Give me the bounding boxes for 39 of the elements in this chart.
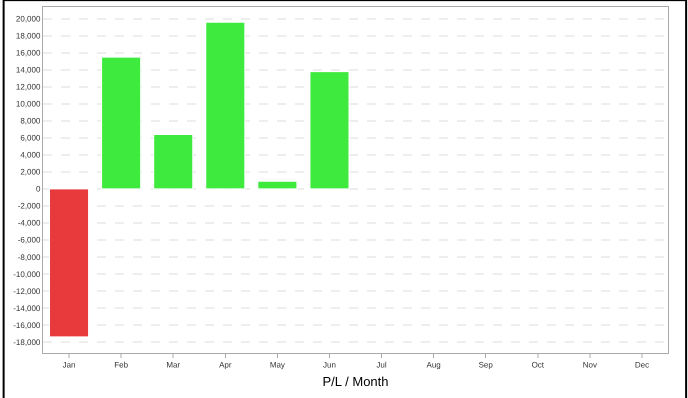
x-tick-label: Jan — [62, 360, 76, 370]
y-tick-label: -8,000 — [18, 252, 41, 262]
x-tick-label: May — [270, 360, 285, 370]
x-axis-title: P/L / Month — [322, 374, 388, 390]
y-tick-label: -6,000 — [18, 236, 41, 245]
x-tick-label: Aug — [426, 360, 441, 370]
x-tick-label: Mar — [166, 360, 180, 370]
y-tick-label: -12,000 — [13, 286, 41, 296]
bar — [153, 134, 194, 190]
y-tick-label: 6,000 — [20, 134, 41, 143]
y-tick-label: 18,000 — [16, 32, 41, 41]
y-tick-label: -18,000 — [13, 338, 41, 347]
y-tick-label: -16,000 — [13, 320, 41, 330]
x-tick-label: Oct — [532, 360, 545, 370]
y-tick-label: -14,000 — [13, 304, 41, 313]
y-tick-label: 2,000 — [20, 168, 41, 177]
y-tick-label: 12,000 — [16, 82, 41, 92]
x-tick-label: Dec — [634, 360, 650, 370]
y-tick-label: 4,000 — [20, 150, 41, 160]
y-tick-label: 14,000 — [16, 66, 41, 75]
bar — [205, 22, 246, 190]
x-tick-label: Jun — [323, 360, 336, 370]
x-tick-label: Jul — [376, 360, 387, 370]
x-tick-label: Sep — [478, 360, 494, 370]
y-tick-label: 0 — [36, 184, 41, 194]
y-tick-label: 16,000 — [16, 48, 41, 58]
x-tick-label: Feb — [114, 360, 129, 370]
y-tick-label: -4,000 — [18, 218, 41, 228]
bar — [309, 71, 350, 190]
bar — [101, 56, 142, 190]
x-tick-label: Nov — [582, 360, 597, 370]
y-tick-label: -10,000 — [13, 270, 41, 279]
x-tick-label: Apr — [219, 360, 232, 370]
y-tick-label: 10,000 — [16, 100, 41, 109]
y-tick-label: 20,000 — [16, 14, 41, 24]
bar — [257, 180, 298, 190]
y-tick-label: 8,000 — [20, 116, 41, 126]
y-tick-label: -2,000 — [18, 202, 41, 211]
bar — [49, 188, 90, 338]
